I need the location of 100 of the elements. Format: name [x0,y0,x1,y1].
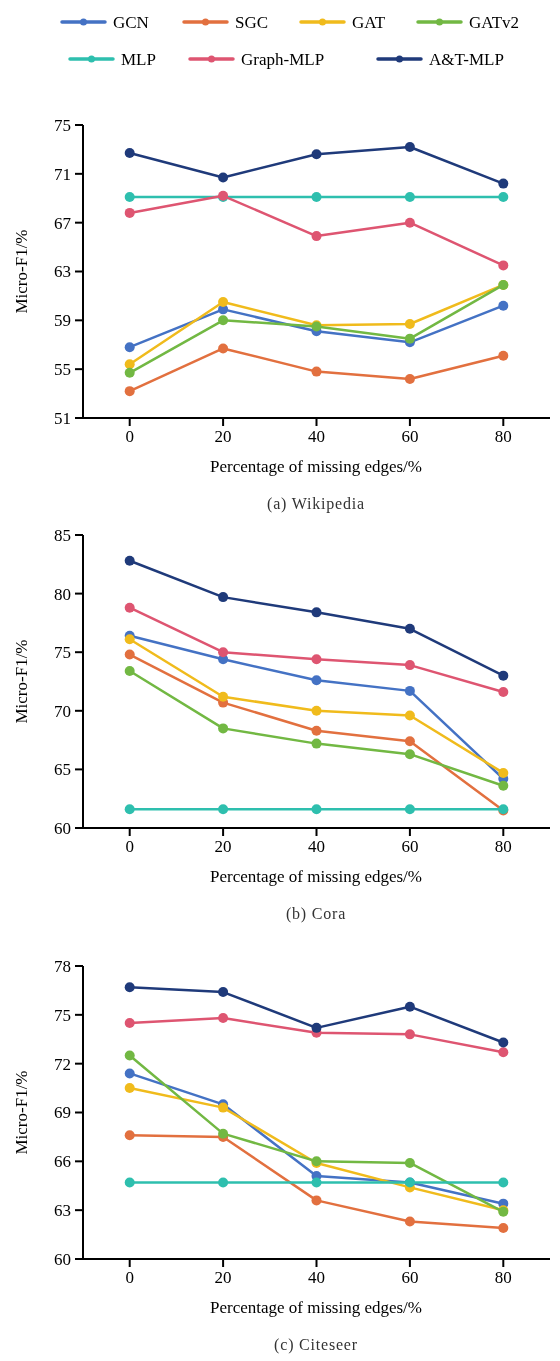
x-axis-title: Percentage of missing edges/% [210,867,422,886]
legend-label: GAT [352,12,386,32]
point [498,670,509,681]
y-tick-label: 63 [54,262,71,282]
y-tick-label: 51 [54,408,71,428]
point [404,1216,415,1227]
y-tick-label: 60 [54,818,71,838]
x-tick-label: 80 [494,427,512,446]
point [311,607,322,618]
point [218,592,229,603]
point [311,654,322,665]
text: (b) Cora [285,905,347,923]
legend-label: GATv2 [469,12,520,32]
y-tick-label: 80 [54,584,71,604]
point [404,319,415,329]
point [311,1177,322,1188]
x-tick-label: 40 [308,837,325,856]
legend-label: SGC [235,12,269,32]
x-tick-label: 60 [401,1268,419,1287]
x-tick-label: 20 [214,427,232,446]
y-tick-label: 65 [54,760,71,780]
point [404,685,415,696]
point [124,1017,135,1028]
point [404,217,415,228]
point [404,1001,415,1012]
point [498,192,509,203]
point [218,804,229,815]
y-tick-label: 55 [54,360,71,380]
point [218,297,229,308]
point [498,1037,509,1048]
x-tick-label: 60 [401,427,419,446]
point [311,738,322,749]
point [498,767,509,778]
point [124,804,135,815]
point [124,634,135,645]
point [124,148,135,159]
x-axis-title: Percentage of missing edges/% [210,1298,422,1317]
legend-label: MLP [121,49,156,69]
x-tick-label: 0 [125,1268,134,1287]
point [311,149,322,160]
y-tick-label: 70 [54,701,71,721]
legend-label: GCN [113,12,149,32]
y-tick-label: 63 [54,1201,71,1221]
x-tick-label: 80 [494,1268,512,1287]
point [124,207,135,218]
point [404,660,415,671]
point [404,333,415,344]
y-tick-label: 71 [54,164,71,184]
point [498,350,509,361]
y-axis-title: Micro-F1/% [12,1070,31,1155]
x-tick-label: 20 [214,837,232,856]
y-tick-label: 75 [54,643,71,663]
legend-label: A&T-MLP [429,49,504,69]
point [124,192,135,203]
y-tick-label: 66 [54,1152,71,1172]
point [218,315,229,326]
text: (c) Citeseer [274,1336,358,1354]
point [404,1157,415,1168]
point [404,141,415,152]
point [124,342,135,353]
point [311,192,322,203]
point [404,736,415,747]
point [498,1047,509,1058]
point [404,749,415,760]
y-tick-label: 85 [54,525,71,545]
point [124,367,135,378]
point [404,192,415,203]
x-tick-label: 0 [125,427,134,446]
x-tick-label: 20 [214,1268,232,1287]
point [311,366,322,377]
point [124,1130,135,1141]
x-tick-label: 40 [308,1268,325,1287]
point [218,723,229,734]
point [218,691,229,702]
point [498,260,509,271]
point [498,1223,509,1234]
point [498,1177,509,1188]
x-tick-label: 80 [494,837,512,856]
point [311,675,322,686]
point [124,386,135,397]
point [124,555,135,566]
x-tick-label: 40 [308,427,325,446]
point [124,665,135,676]
point [218,987,229,998]
point [218,343,229,354]
point [311,1195,322,1206]
point [124,359,135,370]
point [124,1083,135,1094]
point [124,649,135,660]
legend-label: Graph-MLP [241,49,325,69]
text: (a) Wikipedia [267,495,365,513]
y-tick-label: 59 [54,311,71,331]
point [404,623,415,634]
x-tick-label: 0 [125,837,134,856]
point [218,647,229,658]
point [124,982,135,993]
y-tick-label: 69 [54,1103,71,1123]
y-tick-label: 60 [54,1249,71,1269]
point [311,725,322,736]
point [498,300,509,311]
